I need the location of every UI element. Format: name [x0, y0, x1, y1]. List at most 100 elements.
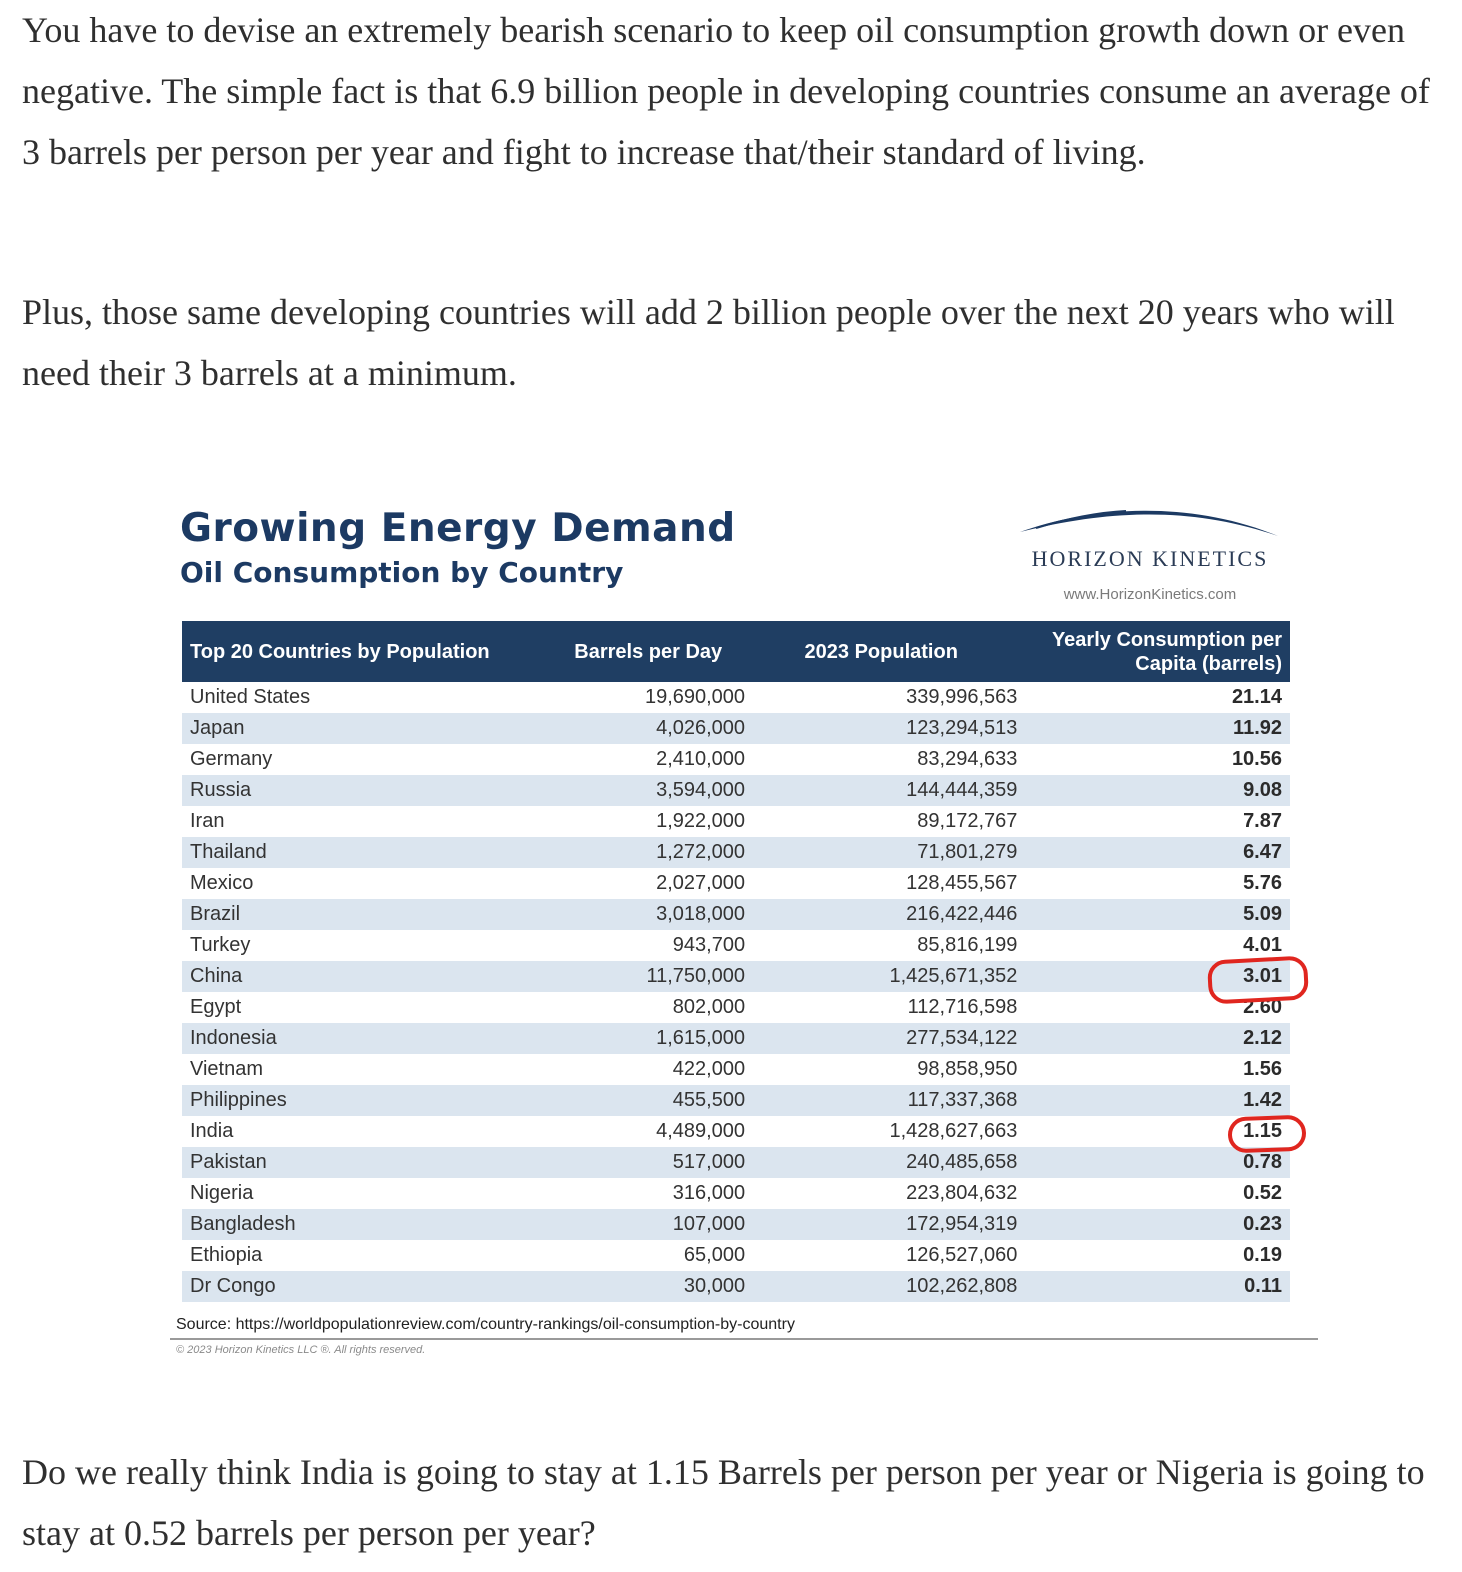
cell-barrels-per-day: 455,500 — [551, 1085, 746, 1116]
logo-company-name: HORIZON KINETICS — [1031, 546, 1269, 571]
cell-barrels-per-day: 3,018,000 — [551, 899, 746, 930]
cell-population: 223,804,632 — [745, 1178, 1018, 1209]
cell-consumption-per-capita: 0.78 — [1017, 1147, 1290, 1178]
cell-barrels-per-day: 422,000 — [551, 1054, 746, 1085]
cell-barrels-per-day: 2,027,000 — [551, 868, 746, 899]
cell-barrels-per-day: 1,922,000 — [551, 806, 746, 837]
cell-country: Mexico — [182, 868, 552, 899]
cell-barrels-per-day: 943,700 — [551, 930, 746, 961]
cell-consumption-per-capita: 2.12 — [1017, 1023, 1290, 1054]
cell-population: 112,716,598 — [745, 992, 1018, 1023]
table-row: Philippines 455,500 117,337,368 1.42 — [182, 1085, 1290, 1116]
highlight-circle-china — [1206, 955, 1310, 1005]
cell-barrels-per-day: 4,489,000 — [551, 1116, 746, 1147]
cell-barrels-per-day: 30,000 — [551, 1271, 746, 1302]
table-row: Nigeria 316,000 223,804,632 0.52 — [182, 1178, 1290, 1209]
cell-consumption-per-capita: 0.11 — [1017, 1271, 1290, 1302]
cell-population: 277,534,122 — [745, 1023, 1018, 1054]
cell-population: 1,428,627,663 — [745, 1116, 1018, 1147]
cell-consumption-per-capita: 6.47 — [1017, 837, 1290, 868]
cell-population: 216,422,446 — [745, 899, 1018, 930]
cell-consumption-per-capita: 4.01 — [1017, 930, 1290, 961]
cell-barrels-per-day: 517,000 — [551, 1147, 746, 1178]
table-row: Thailand 1,272,000 71,801,279 6.47 — [182, 837, 1290, 868]
cell-country: Nigeria — [182, 1178, 552, 1209]
cell-country: Iran — [182, 806, 552, 837]
table-row: Ethiopia 65,000 126,527,060 0.19 — [182, 1240, 1290, 1271]
cell-population: 172,954,319 — [745, 1209, 1018, 1240]
cell-country: Vietnam — [182, 1054, 552, 1085]
cell-population: 83,294,633 — [745, 744, 1018, 775]
table-row: Egypt 802,000 112,716,598 2.60 — [182, 992, 1290, 1023]
table-row: Vietnam 422,000 98,858,950 1.56 — [182, 1054, 1290, 1085]
cell-population: 339,996,563 — [745, 682, 1018, 713]
cell-population: 98,858,950 — [745, 1054, 1018, 1085]
cell-population: 123,294,513 — [745, 713, 1018, 744]
cell-country: Russia — [182, 775, 552, 806]
horizon-arc-icon — [1020, 510, 1278, 536]
cell-population: 126,527,060 — [745, 1240, 1018, 1271]
cell-barrels-per-day: 3,594,000 — [551, 775, 746, 806]
cell-consumption-per-capita: 0.23 — [1017, 1209, 1290, 1240]
cell-barrels-per-day: 11,750,000 — [551, 961, 746, 992]
cell-barrels-per-day: 65,000 — [551, 1240, 746, 1271]
table-row: Dr Congo 30,000 102,262,808 0.11 — [182, 1271, 1290, 1302]
logo-website: www.HorizonKinetics.com — [1063, 586, 1237, 603]
cell-country: Pakistan — [182, 1147, 552, 1178]
cell-country: Brazil — [182, 899, 552, 930]
table-row: Pakistan 517,000 240,485,658 0.78 — [182, 1147, 1290, 1178]
cell-country: China — [182, 961, 552, 992]
table-row: Indonesia 1,615,000 277,534,122 2.12 — [182, 1023, 1290, 1054]
table-row: Mexico 2,027,000 128,455,567 5.76 — [182, 868, 1290, 899]
divider — [170, 1338, 1318, 1340]
cell-population: 85,816,199 — [745, 930, 1018, 961]
table-row: Iran 1,922,000 89,172,767 7.87 — [182, 806, 1290, 837]
cell-country: Ethiopia — [182, 1240, 552, 1271]
cell-country: United States — [182, 682, 552, 713]
table-row: Japan 4,026,000 123,294,513 11.92 — [182, 713, 1290, 744]
oil-consumption-figure: Growing Energy Demand Oil Consumption by… — [150, 492, 1330, 1372]
oil-consumption-table: Top 20 Countries by Population Barrels p… — [182, 621, 1290, 1302]
cell-barrels-per-day: 2,410,000 — [551, 744, 746, 775]
copyright-notice: © 2023 Horizon Kinetics LLC ®. All right… — [176, 1344, 426, 1356]
table-row: Turkey 943,700 85,816,199 4.01 — [182, 930, 1290, 961]
cell-country: Dr Congo — [182, 1271, 552, 1302]
cell-country: India — [182, 1116, 552, 1147]
cell-country: Philippines — [182, 1085, 552, 1116]
cell-population: 1,425,671,352 — [745, 961, 1018, 992]
cell-barrels-per-day: 4,026,000 — [551, 713, 746, 744]
table-row: Brazil 3,018,000 216,422,446 5.09 — [182, 899, 1290, 930]
column-header-country: Top 20 Countries by Population — [182, 621, 552, 682]
cell-consumption-per-capita: 1.15 — [1017, 1116, 1290, 1147]
cell-population: 128,455,567 — [745, 868, 1018, 899]
cell-consumption-per-capita: 2.60 — [1017, 992, 1290, 1023]
source-citation: Source: https://worldpopulationreview.co… — [176, 1316, 795, 1333]
column-header-consumption-per-capita: Yearly Consumption per Capita (barrels) — [1017, 621, 1290, 682]
table-row: United States 19,690,000 339,996,563 21.14 — [182, 682, 1290, 713]
cell-population: 71,801,279 — [745, 837, 1018, 868]
cell-consumption-per-capita: 21.14 — [1017, 682, 1290, 713]
cell-population: 117,337,368 — [745, 1085, 1018, 1116]
figure-subtitle: Oil Consumption by Country — [180, 556, 624, 589]
cell-consumption-per-capita: 1.42 — [1017, 1085, 1290, 1116]
cell-population: 144,444,359 — [745, 775, 1018, 806]
cell-population: 89,172,767 — [745, 806, 1018, 837]
horizon-kinetics-logo: HORIZON KINETICS www.HorizonKinetics.com — [1010, 502, 1290, 603]
article-paragraph-1: You have to devise an extremely bearish … — [22, 10, 1430, 172]
cell-barrels-per-day: 802,000 — [551, 992, 746, 1023]
cell-consumption-per-capita: 7.87 — [1017, 806, 1290, 837]
cell-consumption-per-capita: 11.92 — [1017, 713, 1290, 744]
cell-consumption-per-capita: 3.01 — [1017, 961, 1290, 992]
cell-consumption-per-capita: 0.19 — [1017, 1240, 1290, 1271]
cell-barrels-per-day: 1,615,000 — [551, 1023, 746, 1054]
table-row: Russia 3,594,000 144,444,359 9.08 — [182, 775, 1290, 806]
table-row: Bangladesh 107,000 172,954,319 0.23 — [182, 1209, 1290, 1240]
cell-country: Turkey — [182, 930, 552, 961]
cell-barrels-per-day: 316,000 — [551, 1178, 746, 1209]
article-paragraph-3: Do we really think India is going to sta… — [22, 1452, 1425, 1553]
cell-consumption-per-capita: 10.56 — [1017, 744, 1290, 775]
figure-title: Growing Energy Demand — [180, 506, 736, 551]
table-row: Germany 2,410,000 83,294,633 10.56 — [182, 744, 1290, 775]
article-paragraph-2: Plus, those same developing countries wi… — [22, 292, 1395, 393]
cell-country: Thailand — [182, 837, 552, 868]
